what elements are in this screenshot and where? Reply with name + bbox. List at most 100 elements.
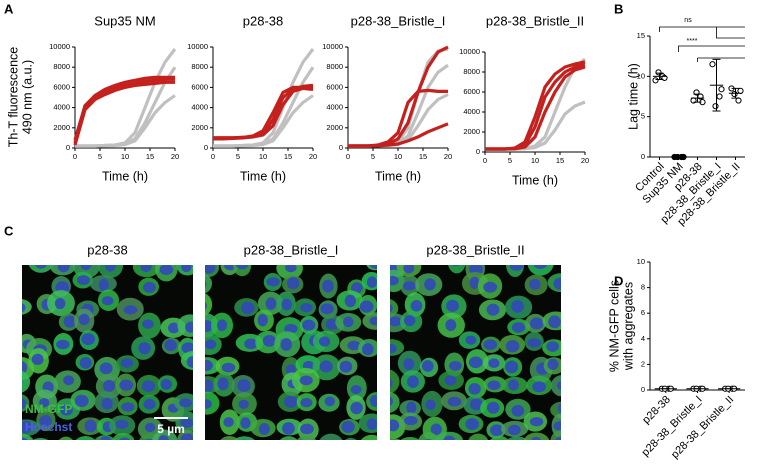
nucleus [100,436,112,440]
nucleus [158,435,169,440]
nucleus [468,383,481,395]
cell [344,437,357,440]
nucleus [366,276,377,288]
cell [435,431,463,440]
data-point [718,86,725,93]
nucleus [179,398,193,408]
nucleus [483,281,498,293]
cell [319,433,343,440]
cell [205,293,213,316]
nucleus [369,394,377,407]
nucleus [257,313,268,327]
nucleus [326,441,337,451]
nucleus [142,319,154,329]
cell [205,273,213,294]
y-tick-label: 2 [641,359,645,368]
nucleus [404,442,414,452]
scale-bar-label: 5 µm [157,422,185,436]
nucleus [421,360,434,372]
nucleus [302,319,316,331]
nucleus [350,385,362,395]
y-tick-label: 2000 [53,123,70,132]
nucleus [390,316,402,327]
nucleus [406,401,417,414]
line-series [75,94,176,148]
nucleus [447,396,462,407]
nucleus [101,296,114,306]
image-title: p28-38_Bristle_II [426,242,524,257]
nucleus [140,265,152,272]
nucleus [402,281,416,291]
cell [400,437,420,440]
cell [468,433,489,440]
nucleus [168,322,180,334]
significance-bracket [678,45,745,62]
nucleus [557,402,561,415]
cell [279,436,298,440]
y-tick-label: 10000 [187,42,208,51]
nucleus [430,423,442,436]
x-axis-label: Time (h) [240,169,286,183]
panel-label: A [4,1,14,16]
cell [390,369,400,394]
nucleus [63,315,77,328]
nucleus [320,303,334,315]
significance-label: ns [684,17,692,24]
nucleus [287,276,300,290]
nucleus [22,361,28,375]
nucleus [164,339,177,351]
nucleus [425,399,436,411]
nucleus [443,435,456,440]
nucleus [101,397,113,410]
nucleus [119,437,131,440]
nucleus [488,358,500,369]
cell [448,265,466,274]
panel-label: B [614,1,623,16]
y-axis-label: Th-T fluorescence [6,47,20,148]
cell [550,430,561,440]
nucleus [115,419,129,429]
nucleus [483,339,498,350]
nucleus [74,394,89,408]
cell [418,431,439,440]
nucleus [217,377,229,391]
y-axis-label: 490 nm (a.u.) [20,60,34,134]
nucleus [262,335,277,347]
x-tick-label: 10 [394,152,402,161]
nucleus [266,277,280,287]
x-tick-label: 15 [284,152,292,161]
x-tick-label: 10 [531,156,539,165]
nucleus [280,338,293,351]
error-bar [731,87,740,99]
x-tick-label: 0 [211,152,215,161]
x-axis-label: Time (h) [512,173,558,187]
chart-title: Sup35 NM [94,13,155,28]
nucleus [205,379,214,393]
y-tick-label: 6000 [326,82,343,91]
nucleus [487,380,501,391]
line-series [213,86,314,140]
cell [523,432,550,440]
cell [220,435,239,440]
nucleus [54,298,66,310]
y-tick-label: 0 [339,143,343,152]
error-bar [655,72,664,81]
y-tick-label: 4 [641,334,645,343]
nucleus [60,404,73,416]
x-tick-label: 15 [419,152,427,161]
nucleus [410,300,423,312]
y-tick-label: 2000 [463,127,480,136]
nucleus [448,360,462,371]
nucleus [180,417,193,428]
y-tick-label: 4000 [191,103,208,112]
nucleus [403,265,415,274]
line-series [213,94,314,148]
nucleus [511,404,525,417]
cell [490,435,509,440]
data-point [712,103,719,110]
cell [22,434,34,440]
data-point [737,87,744,94]
nucleus [223,417,234,428]
nucleus [34,444,46,456]
nucleus [35,265,47,269]
